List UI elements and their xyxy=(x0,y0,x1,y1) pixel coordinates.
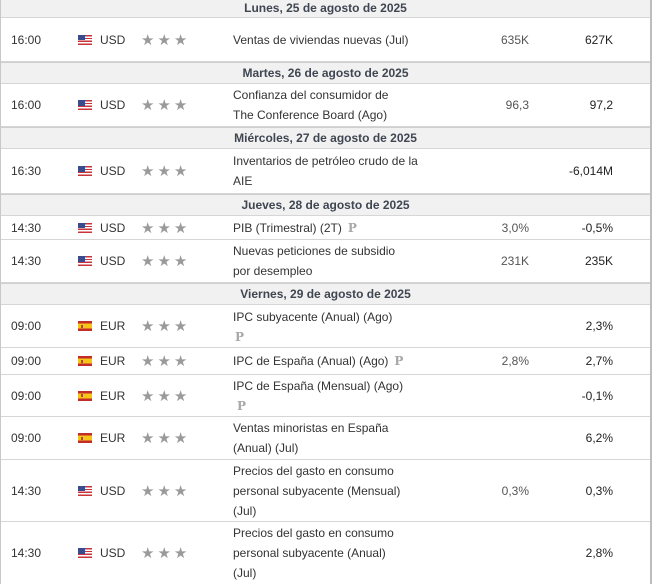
event-actual: 2,7% xyxy=(585,354,613,368)
event-time: 16:00 xyxy=(11,98,42,112)
event-currency: EUR xyxy=(78,375,138,416)
event-forecast: 231K xyxy=(500,254,529,268)
event-time: 14:30 xyxy=(11,546,42,560)
event-actual: -0,1% xyxy=(581,388,613,403)
event-forecast xyxy=(471,149,529,193)
event-row[interactable]: 16:00 USD ★★★ Ventas de viviendas nuevas… xyxy=(1,18,650,62)
event-forecast: 3,0% xyxy=(501,220,529,235)
event-actual: 2,3% xyxy=(585,319,613,333)
event-forecast xyxy=(471,417,529,459)
event-name[interactable]: Confianza del consumidor de The Conferen… xyxy=(233,88,389,122)
event-forecast: 2,8% xyxy=(501,354,529,368)
event-row[interactable]: 14:30 USD ★★★ Nuevas peticiones de subsi… xyxy=(1,240,650,283)
event-currency: EUR xyxy=(78,348,138,374)
us-flag-icon xyxy=(78,34,92,45)
event-currency: USD xyxy=(78,460,138,521)
importance-stars-icon: ★★★ xyxy=(141,482,191,500)
event-actual: 2,8% xyxy=(585,546,613,560)
preliminary-icon: P xyxy=(235,330,245,344)
event-forecast: 635K xyxy=(500,32,529,47)
event-row[interactable]: 14:30 USD ★★★ Precios del gasto en consu… xyxy=(1,522,650,584)
event-time: 16:00 xyxy=(11,32,42,47)
event-forecast xyxy=(471,375,529,416)
event-name[interactable]: PIB (Trimestral) (2T) P xyxy=(233,216,433,239)
event-currency: USD xyxy=(78,522,138,584)
preliminary-icon: P xyxy=(347,220,357,235)
event-actual: -6,014M xyxy=(568,164,613,178)
event-name[interactable]: IPC de España (Anual) (Ago) P xyxy=(233,348,433,374)
event-row[interactable]: 09:00 EUR ★★★ IPC subyacente (Anual) (Ag… xyxy=(1,305,650,348)
us-flag-icon xyxy=(78,166,92,176)
day-header: Martes, 26 de agosto de 2025 xyxy=(1,62,650,84)
event-name[interactable]: IPC de España (Mensual) (Ago) P xyxy=(233,375,433,416)
importance-stars-icon: ★★★ xyxy=(141,318,191,335)
es-flag-icon xyxy=(78,356,92,366)
event-time: 16:30 xyxy=(11,164,42,178)
day-header: Jueves, 28 de agosto de 2025 xyxy=(1,194,650,216)
event-currency: USD xyxy=(78,149,138,193)
preliminary-icon: P xyxy=(394,354,404,368)
event-time: 09:00 xyxy=(11,354,42,368)
us-flag-icon xyxy=(78,548,92,558)
event-name[interactable]: IPC subyacente (Anual) (Ago) P xyxy=(233,305,433,347)
event-forecast xyxy=(471,305,529,347)
es-flag-icon xyxy=(78,321,92,331)
event-time: 14:30 xyxy=(11,483,42,498)
event-currency: USD xyxy=(78,18,138,61)
event-actual: 0,3% xyxy=(585,483,613,498)
importance-stars-icon: ★★★ xyxy=(141,545,191,562)
event-row[interactable]: 09:00 EUR ★★★ IPC de España (Anual) (Ago… xyxy=(1,348,650,375)
us-flag-icon xyxy=(78,100,92,110)
event-forecast xyxy=(471,522,529,584)
event-currency: EUR xyxy=(78,417,138,459)
us-flag-icon xyxy=(78,222,92,233)
event-name[interactable]: Ventas de viviendas nuevas (Jul) xyxy=(233,32,409,47)
event-time: 14:30 xyxy=(11,254,42,268)
event-currency: USD xyxy=(78,84,138,126)
importance-stars-icon: ★★★ xyxy=(141,253,191,270)
us-flag-icon xyxy=(78,485,92,496)
preliminary-icon: P xyxy=(237,399,247,413)
event-time: 09:00 xyxy=(11,431,42,445)
event-name[interactable]: Precios del gasto en consumo personal su… xyxy=(233,463,401,518)
event-actual: 235K xyxy=(584,254,613,268)
event-forecast: 0,3% xyxy=(501,483,529,498)
importance-stars-icon: ★★★ xyxy=(141,163,191,180)
event-actual: 627K xyxy=(584,32,613,47)
event-actual: 97,2 xyxy=(589,98,613,112)
importance-stars-icon: ★★★ xyxy=(141,430,191,447)
event-row[interactable]: 14:30 USD ★★★ Precios del gasto en consu… xyxy=(1,460,650,522)
day-header: Lunes, 25 de agosto de 2025 xyxy=(1,0,650,18)
event-forecast: 96,3 xyxy=(505,98,529,112)
importance-stars-icon: ★★★ xyxy=(141,353,191,370)
es-flag-icon xyxy=(78,390,92,401)
event-row[interactable]: 09:00 EUR ★★★ IPC de España (Mensual) (A… xyxy=(1,375,650,417)
event-row[interactable]: 16:30 USD ★★★ Inventarios de petróleo cr… xyxy=(1,149,650,194)
event-row[interactable]: 16:00 USD ★★★ Confianza del consumidor d… xyxy=(1,84,650,127)
event-time: 09:00 xyxy=(11,388,42,403)
es-flag-icon xyxy=(78,433,92,443)
day-header: Miércoles, 27 de agosto de 2025 xyxy=(1,127,650,149)
event-name[interactable]: Nuevas peticiones de subsidio por desemp… xyxy=(233,244,396,278)
event-currency: EUR xyxy=(78,305,138,347)
event-row[interactable]: 14:30 USD ★★★ PIB (Trimestral) (2T) P 3,0… xyxy=(1,216,650,240)
event-name[interactable]: Precios del gasto en consumo personal su… xyxy=(233,526,394,580)
us-flag-icon xyxy=(78,256,92,266)
importance-stars-icon: ★★★ xyxy=(141,387,191,405)
event-name[interactable]: Ventas minoristas en España (Anual) (Jul… xyxy=(233,421,389,455)
event-currency: USD xyxy=(78,240,138,282)
event-time: 14:30 xyxy=(11,220,42,235)
importance-stars-icon: ★★★ xyxy=(141,31,191,49)
importance-stars-icon: ★★★ xyxy=(141,219,191,237)
event-name[interactable]: Inventarios de petróleo crudo de la AIE xyxy=(233,154,418,188)
importance-stars-icon: ★★★ xyxy=(141,97,191,114)
event-actual: -0,5% xyxy=(581,220,613,235)
event-currency: USD xyxy=(78,216,138,239)
event-actual: 6,2% xyxy=(585,431,613,445)
event-row[interactable]: 09:00 EUR ★★★ Ventas minoristas en Españ… xyxy=(1,417,650,460)
event-time: 09:00 xyxy=(11,319,42,333)
day-header: Viernes, 29 de agosto de 2025 xyxy=(1,283,650,305)
